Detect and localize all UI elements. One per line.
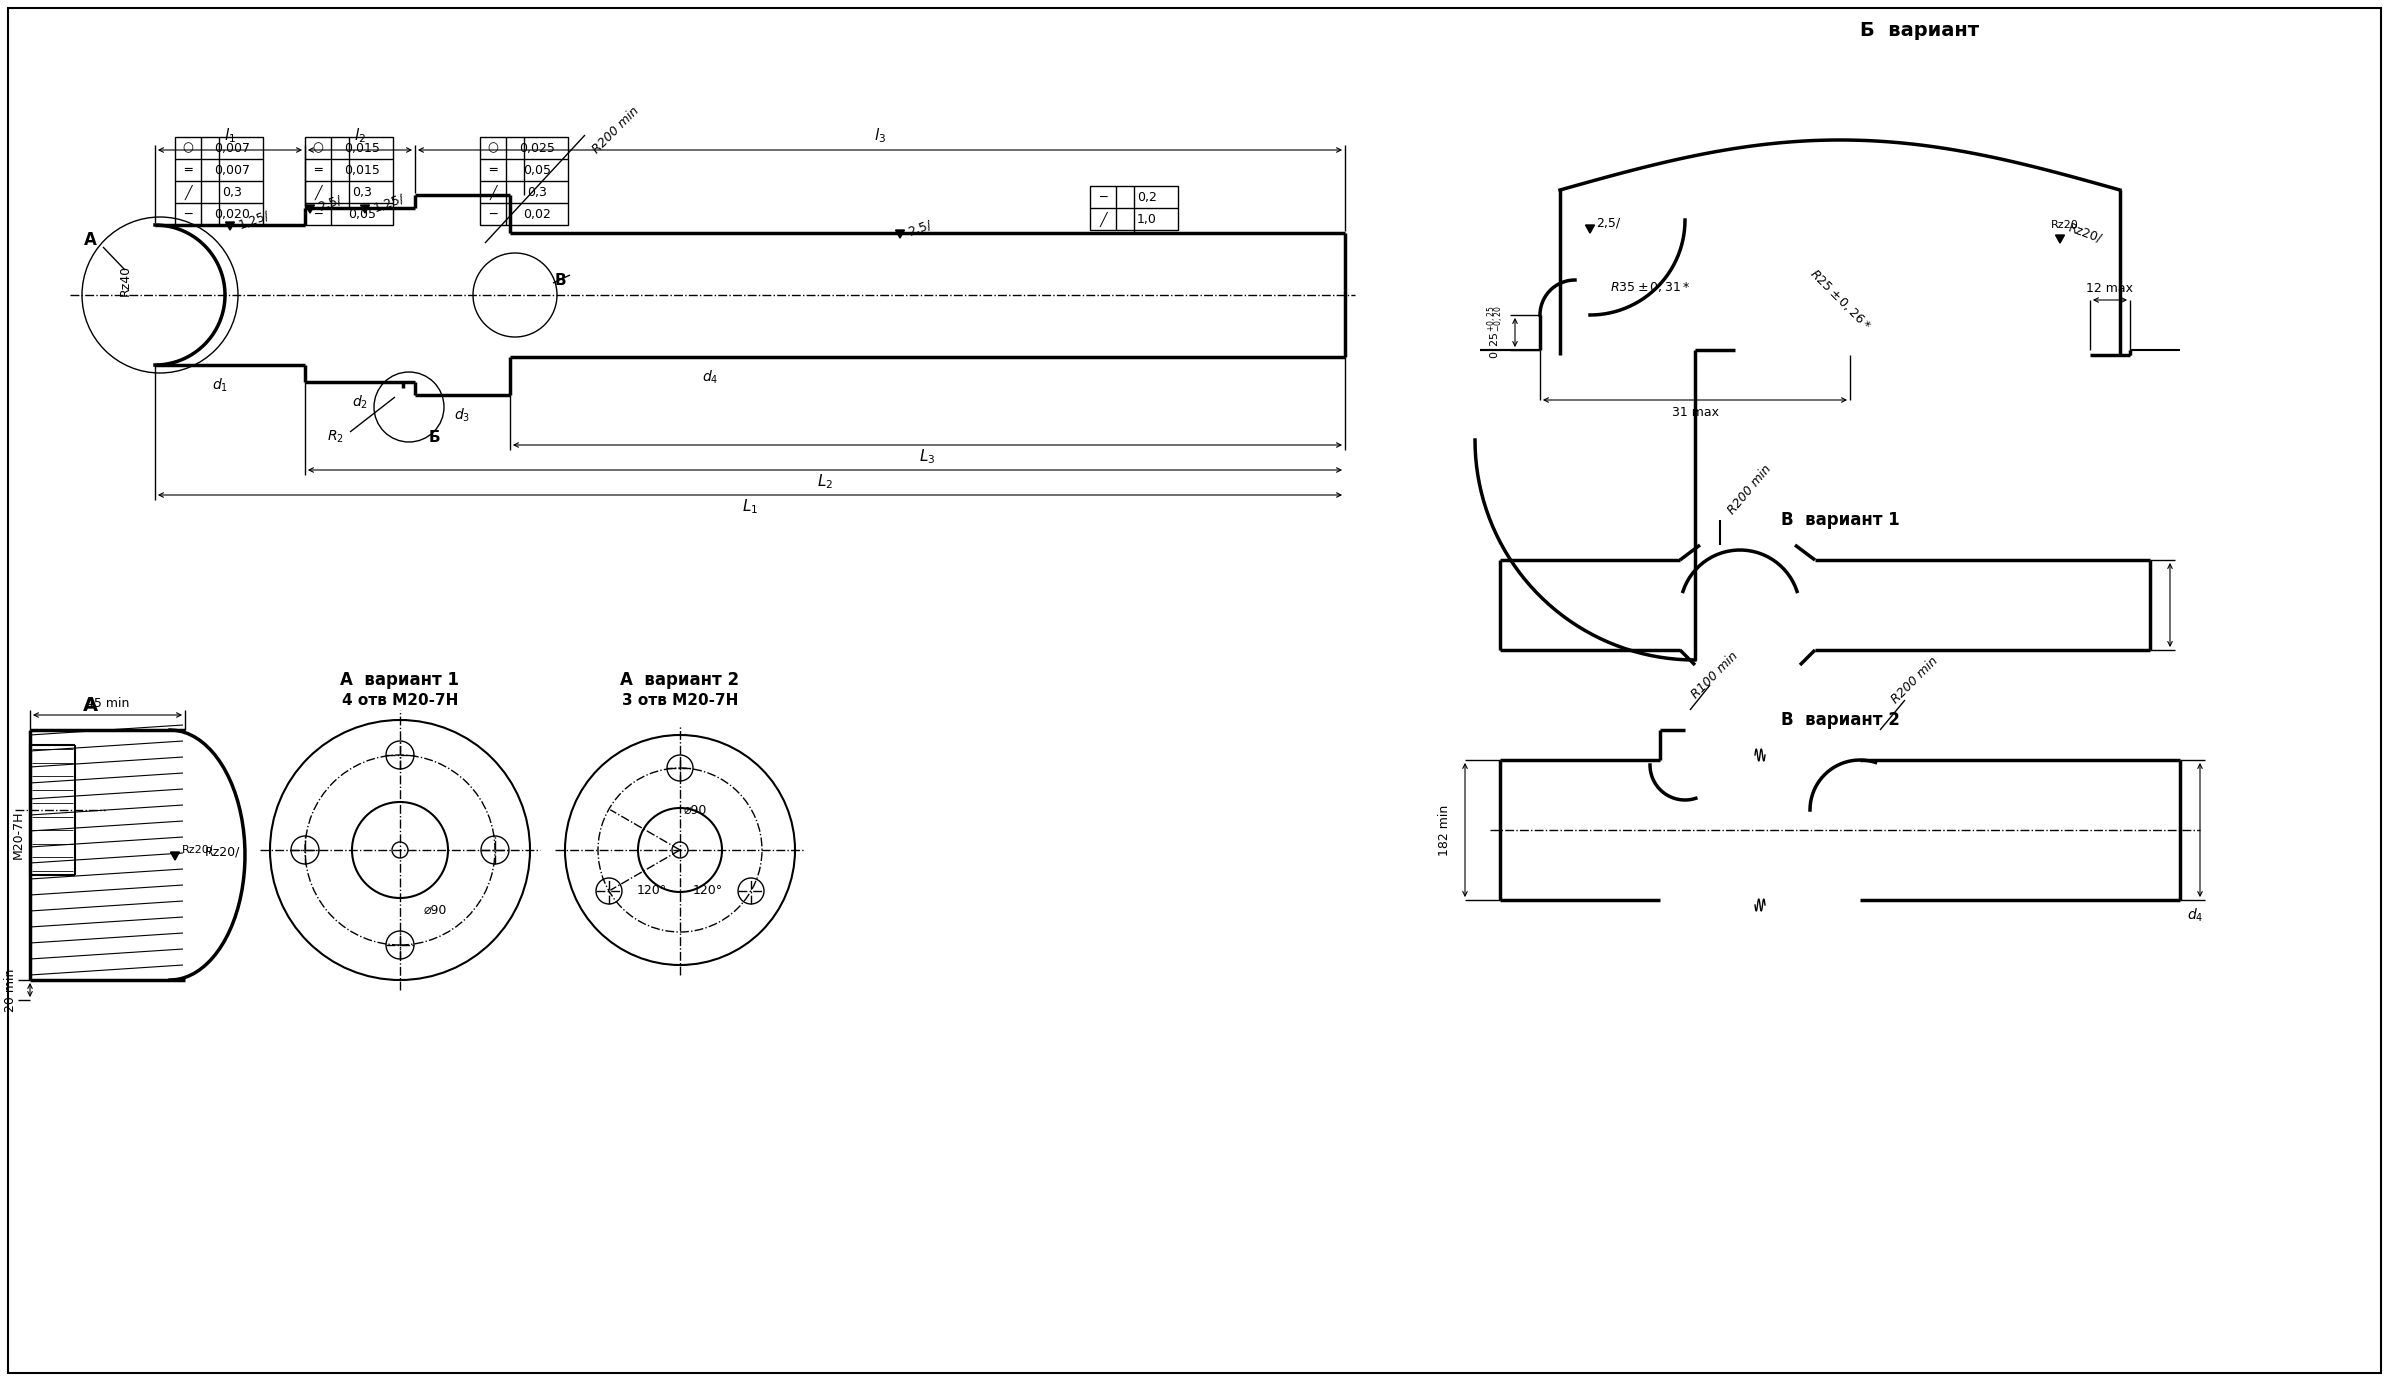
Polygon shape bbox=[225, 222, 234, 231]
Text: 182 min: 182 min bbox=[1438, 804, 1453, 856]
Text: 12 max: 12 max bbox=[2086, 282, 2133, 294]
Text: 0,3: 0,3 bbox=[351, 185, 373, 199]
Text: А: А bbox=[84, 696, 98, 714]
Text: $d_3$: $d_3$ bbox=[454, 406, 471, 424]
Polygon shape bbox=[1586, 225, 1593, 233]
Text: 0,007: 0,007 bbox=[215, 141, 251, 155]
Text: 45 min: 45 min bbox=[86, 696, 129, 710]
Text: ○: ○ bbox=[182, 141, 194, 155]
Text: 2,5/: 2,5/ bbox=[315, 193, 344, 213]
Text: 0,3: 0,3 bbox=[222, 185, 241, 199]
Text: 0,2: 0,2 bbox=[1137, 191, 1156, 203]
Bar bbox=[174, 137, 263, 225]
Polygon shape bbox=[361, 204, 370, 213]
Text: ─: ─ bbox=[315, 207, 323, 221]
Text: В: В bbox=[554, 272, 566, 287]
Text: 0,007: 0,007 bbox=[215, 163, 251, 177]
Text: А: А bbox=[84, 231, 96, 249]
Text: R200 min: R200 min bbox=[590, 104, 643, 156]
Text: 0,020: 0,020 bbox=[215, 207, 251, 221]
Text: Rz20/: Rz20/ bbox=[205, 845, 241, 859]
Text: 0,3: 0,3 bbox=[528, 185, 547, 199]
Text: ─: ─ bbox=[184, 207, 191, 221]
Text: 0,025: 0,025 bbox=[518, 141, 554, 155]
Text: $d_4$: $d_4$ bbox=[2186, 906, 2203, 924]
Text: ═: ═ bbox=[315, 163, 323, 177]
Text: R100 min: R100 min bbox=[1689, 649, 1742, 700]
Text: ○: ○ bbox=[487, 141, 499, 155]
Text: Rz40: Rz40 bbox=[119, 264, 131, 296]
Text: Rz20: Rz20 bbox=[2052, 220, 2078, 231]
Text: Rz20/: Rz20/ bbox=[2066, 221, 2105, 246]
Text: 31 max: 31 max bbox=[1672, 406, 1718, 418]
Text: ─: ─ bbox=[1099, 191, 1106, 203]
Text: 1,25/: 1,25/ bbox=[373, 192, 406, 214]
Text: $0,25^{+0,25}_{-0,20}$: $0,25^{+0,25}_{-0,20}$ bbox=[1486, 305, 1507, 359]
Text: Б: Б bbox=[428, 429, 440, 445]
Text: $l_3$: $l_3$ bbox=[874, 127, 886, 145]
Text: ═: ═ bbox=[184, 163, 191, 177]
Text: 4 отв М20-7Н: 4 отв М20-7Н bbox=[342, 692, 459, 707]
Text: М20-7Н: М20-7Н bbox=[12, 811, 24, 859]
Polygon shape bbox=[2055, 235, 2064, 243]
Text: $d_2$: $d_2$ bbox=[351, 394, 368, 410]
Text: $l_1$: $l_1$ bbox=[225, 127, 237, 145]
Text: ╱: ╱ bbox=[184, 185, 191, 200]
Text: Rz20/: Rz20/ bbox=[182, 845, 213, 855]
Bar bbox=[1089, 186, 1178, 231]
Text: 0,015: 0,015 bbox=[344, 141, 380, 155]
Text: 0,05: 0,05 bbox=[349, 207, 375, 221]
Text: 2,5/: 2,5/ bbox=[905, 218, 934, 239]
Text: 1,0: 1,0 bbox=[1137, 213, 1156, 225]
Text: 20 min: 20 min bbox=[2, 968, 17, 1012]
Bar bbox=[480, 137, 569, 225]
Text: $d_4$: $d_4$ bbox=[702, 369, 719, 385]
Text: ⌀90: ⌀90 bbox=[423, 903, 447, 917]
Text: 2,5/: 2,5/ bbox=[1596, 217, 1620, 229]
Text: ─: ─ bbox=[490, 207, 497, 221]
Text: $R_2$: $R_2$ bbox=[327, 428, 344, 445]
Text: А  вариант 2: А вариант 2 bbox=[621, 671, 741, 689]
Text: R200 min: R200 min bbox=[1725, 463, 1775, 518]
Text: 0,015: 0,015 bbox=[344, 163, 380, 177]
Polygon shape bbox=[170, 852, 179, 860]
Text: ⌀90: ⌀90 bbox=[683, 804, 707, 816]
Text: 0,02: 0,02 bbox=[523, 207, 552, 221]
Text: ╱: ╱ bbox=[1099, 211, 1106, 226]
Text: 1,25/: 1,25/ bbox=[237, 209, 270, 232]
Text: В  вариант 1: В вариант 1 bbox=[1780, 511, 1899, 529]
Text: 3 отв М20-7Н: 3 отв М20-7Н bbox=[621, 692, 738, 707]
Text: А  вариант 1: А вариант 1 bbox=[342, 671, 459, 689]
Text: 0,05: 0,05 bbox=[523, 163, 552, 177]
Text: В  вариант 2: В вариант 2 bbox=[1780, 711, 1899, 729]
Text: $d_1$: $d_1$ bbox=[213, 376, 227, 394]
Text: $l_2$: $l_2$ bbox=[354, 127, 366, 145]
Text: 120°: 120° bbox=[693, 884, 724, 896]
Text: R200 min: R200 min bbox=[1890, 655, 1940, 706]
Text: 120°: 120° bbox=[638, 884, 667, 896]
Text: ╱: ╱ bbox=[315, 185, 323, 200]
Text: ╱: ╱ bbox=[490, 185, 497, 200]
Text: ═: ═ bbox=[490, 163, 497, 177]
Text: $L_2$: $L_2$ bbox=[817, 472, 834, 492]
Text: $R25 \pm 0,26*$: $R25 \pm 0,26*$ bbox=[1806, 267, 1873, 333]
Text: $L_3$: $L_3$ bbox=[920, 447, 936, 467]
Text: $R35 \pm 0,31*$: $R35 \pm 0,31*$ bbox=[1610, 279, 1691, 294]
Bar bbox=[306, 137, 394, 225]
Polygon shape bbox=[306, 204, 315, 213]
Text: Б  вариант: Б вариант bbox=[1861, 21, 1980, 40]
Polygon shape bbox=[896, 231, 905, 238]
Text: ○: ○ bbox=[313, 141, 323, 155]
Text: $L_1$: $L_1$ bbox=[743, 497, 757, 516]
